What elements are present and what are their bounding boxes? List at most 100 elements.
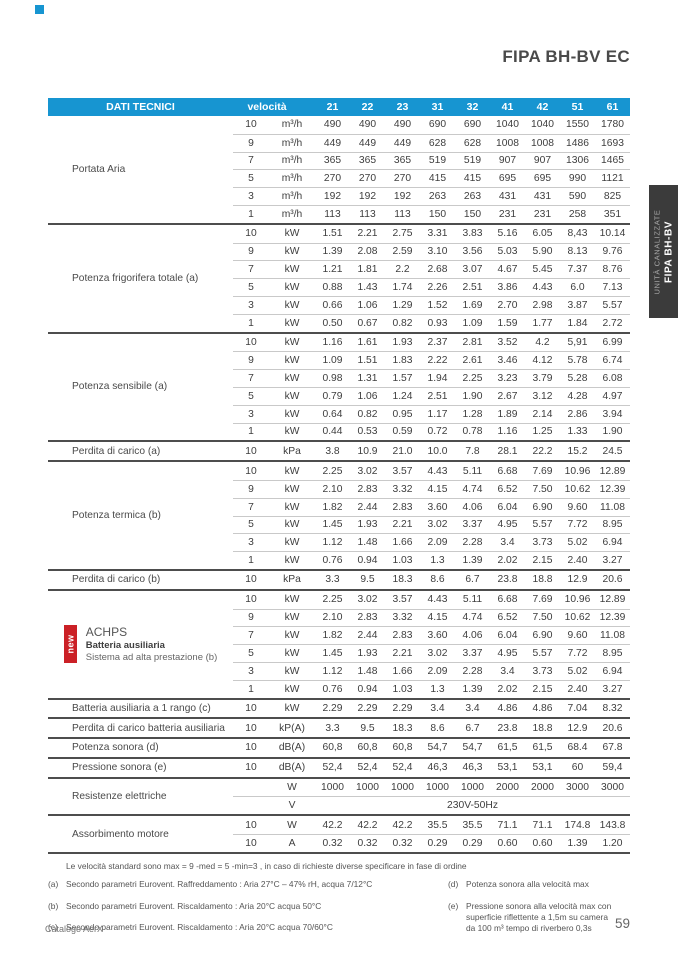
table-row: 9 kW 2.10 2.83 3.32 4.15 4.74 6.52 7.50 10.62 12.3… xyxy=(233,608,630,627)
value-cell: 2.83 xyxy=(392,501,413,513)
table-row: 10 kW 1.16 1.61 1.93 2.37 2.81 3.52 4.2 5,91 6.99 xyxy=(233,334,630,352)
value-cell: 1040 xyxy=(531,119,554,131)
value-cell: 7.50 xyxy=(532,612,553,624)
unit-cell: kPa xyxy=(283,445,301,457)
speed-cell: 5 xyxy=(248,519,254,531)
value-cell: 2.21 xyxy=(392,648,413,659)
table-row: 7 kW 1.21 1.81 2.2 2.68 3.07 4.67 5.45 7.37 8.76 xyxy=(233,260,630,278)
value-cell: 1.39 xyxy=(322,246,343,258)
value-cell: 351 xyxy=(603,208,622,220)
value-cell: 3.60 xyxy=(427,630,448,642)
value-cell: 1008 xyxy=(496,137,519,149)
unit-cell: kW xyxy=(284,246,300,258)
value-cell: 3.02 xyxy=(427,519,448,531)
spanning-value-cell: 230V-50Hz xyxy=(447,800,498,812)
param-name-cell: Potenza frigorifera totale (a) xyxy=(72,272,199,284)
value-cell: 113 xyxy=(394,208,411,220)
table-row: 9 kW 2.10 2.83 3.32 4.15 4.74 6.52 7.50 10.62 12.3… xyxy=(233,479,630,498)
speed-cell: 10 xyxy=(245,336,257,348)
value-cell: 1.21 xyxy=(322,264,343,276)
footer-catalog-label: Catalogo AerX xyxy=(45,924,104,934)
value-cell: 10.62 xyxy=(564,483,591,495)
value-cell: 9.5 xyxy=(360,722,375,734)
value-cell: 3.4 xyxy=(500,537,515,549)
table-section: Perdita di carico (a) 10 kPa 3.8 10.9 21.0 10.… xyxy=(48,440,630,460)
value-cell: 1550 xyxy=(566,119,589,131)
value-cell: 6.7 xyxy=(465,722,480,734)
speed-cell: 10 xyxy=(245,445,257,457)
value-cell: 7.13 xyxy=(602,282,623,294)
value-cell: 18.3 xyxy=(392,722,413,734)
value-cell: 1.52 xyxy=(427,299,448,311)
value-cell: 24.5 xyxy=(602,445,623,457)
unit-cell: kW xyxy=(284,537,300,549)
value-cell: 1.82 xyxy=(322,630,343,642)
value-cell: 449 xyxy=(393,137,412,149)
value-cell: 5.02 xyxy=(567,537,588,549)
value-cell: 2.44 xyxy=(357,501,378,513)
table-row: 3 kW 0.66 1.06 1.29 1.52 1.69 2.70 2.98 3.87 5.57 xyxy=(233,295,630,314)
value-cell: 1040 xyxy=(496,119,519,131)
speed-cell: 1 xyxy=(248,555,254,567)
footnote-item: (d) Potenza sonora alla velocità max xyxy=(448,879,630,890)
speed-cell: 3 xyxy=(248,665,254,677)
value-cell: 1.74 xyxy=(392,282,413,294)
footnote-id: (a) xyxy=(48,879,59,890)
value-cell: 1.24 xyxy=(392,390,413,402)
value-cell: 1.33 xyxy=(567,426,588,438)
unit-cell: kW xyxy=(284,336,300,348)
value-cell: 5.57 xyxy=(532,519,553,531)
value-cell: 3.02 xyxy=(357,465,378,477)
table-row: 7 kW 1.82 2.44 2.83 3.60 4.06 6.04 6.90 9.60 11.08 xyxy=(233,626,630,644)
value-cell: 60,8 xyxy=(392,742,413,754)
page-number: 59 xyxy=(614,916,630,931)
value-cell: 0.78 xyxy=(462,426,483,438)
section-rows: 10 kPa 3.3 9.5 18.3 8.6 6.7 23.8 18.8 12.9 20.6 xyxy=(233,571,630,589)
table-section: new ACHPS Batteria ausiliaria Sistema ad al… xyxy=(48,588,630,698)
value-cell: 68.4 xyxy=(567,742,588,754)
unit-cell: kW xyxy=(284,317,300,329)
model-column-header: 23 xyxy=(396,101,409,113)
value-cell: 12.9 xyxy=(567,574,588,586)
value-cell: 3.4 xyxy=(500,665,515,677)
new-badge-label: new xyxy=(65,634,76,654)
value-cell: 42.2 xyxy=(322,819,343,831)
table-row: 1 kW 0.50 0.67 0.82 0.93 1.09 1.59 1.77 1.84 2.72 xyxy=(233,313,630,332)
table-row: 3 kW 1.12 1.48 1.66 2.09 2.28 3.4 3.73 5.02 6.94 xyxy=(233,533,630,551)
value-cell: 490 xyxy=(393,119,412,131)
value-cell: 42.2 xyxy=(392,819,413,831)
value-cell: 0.95 xyxy=(392,408,413,420)
value-cell: 6.52 xyxy=(497,612,518,624)
value-cell: 1000 xyxy=(426,782,449,794)
speed-cell: 5 xyxy=(248,390,254,402)
section-rows: 10 kPa 3.8 10.9 21.0 10.0 7.8 28.1 22.2 15.2 24.5 xyxy=(233,442,630,460)
value-cell: 3.23 xyxy=(497,373,518,385)
speed-cell: 10 xyxy=(245,742,257,754)
footnote-id: (b) xyxy=(48,900,59,911)
value-cell: 192 xyxy=(323,191,342,203)
value-cell: 0.50 xyxy=(322,317,343,329)
value-cell: 4.06 xyxy=(462,630,483,642)
value-cell: 23.8 xyxy=(497,722,518,734)
value-cell: 449 xyxy=(358,137,377,149)
value-cell: 3.3 xyxy=(325,574,340,586)
table-body: Portata Aria 10 m³/h 490 490 490 690 690 1040 104… xyxy=(48,116,630,852)
value-cell: 6.94 xyxy=(602,537,623,549)
model-column-header: 32 xyxy=(466,101,479,113)
value-cell: 1.06 xyxy=(357,299,378,311)
value-cell: 2.40 xyxy=(567,683,588,695)
param-name-line: Sistema ad alta prestazione (b) xyxy=(85,651,218,663)
value-cell: 2.28 xyxy=(462,665,483,677)
value-cell: 1.39 xyxy=(567,837,588,849)
value-cell: 2.25 xyxy=(322,465,343,477)
value-cell: 6.7 xyxy=(465,574,480,586)
speed-cell: 3 xyxy=(248,537,254,549)
value-cell: 2.09 xyxy=(427,537,448,549)
speed-cell: 1 xyxy=(248,683,254,695)
section-rows: 10 kW 2.25 3.02 3.57 4.43 5.11 6.68 7.69 10.96 12.… xyxy=(233,462,630,569)
value-cell: 1.57 xyxy=(392,373,413,385)
section-rows: 10 kW 1.16 1.61 1.93 2.37 2.81 3.52 4.2 5,91 6.99 9… xyxy=(233,334,630,441)
value-cell: 1.81 xyxy=(357,264,378,276)
value-cells: 113 113 113 150 150 231 231 258 351 xyxy=(315,206,630,223)
value-cell: 67.8 xyxy=(602,742,623,754)
